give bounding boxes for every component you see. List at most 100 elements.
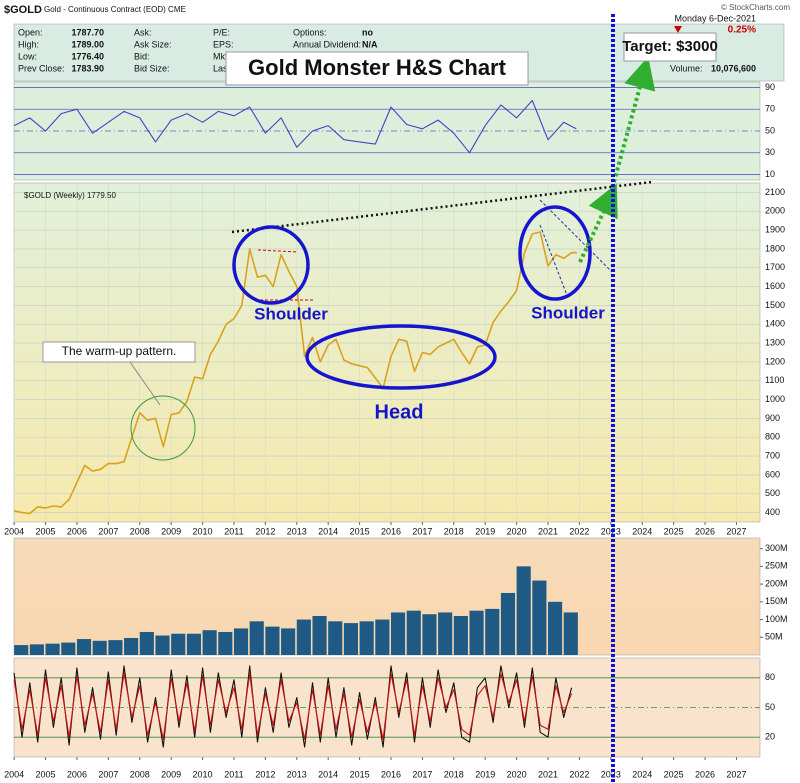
volume-bar bbox=[343, 623, 359, 655]
quote-label: Prev Close: bbox=[18, 63, 65, 73]
volume-bar bbox=[92, 640, 107, 655]
x-tick-label: 2017 bbox=[412, 769, 432, 779]
warmup-circle bbox=[130, 395, 196, 461]
quote-label: Open: bbox=[18, 27, 43, 37]
x-tick-label: 2020 bbox=[507, 769, 527, 779]
x-tick-label: 2009 bbox=[161, 769, 181, 779]
x-tick-label: 2023 bbox=[601, 769, 621, 779]
x-tick-label: 2018 bbox=[444, 769, 464, 779]
quote-label: High: bbox=[18, 39, 39, 49]
y-tick-label: 250M bbox=[765, 561, 788, 571]
series-line bbox=[13, 672, 573, 740]
volume-bar bbox=[249, 621, 264, 655]
x-tick-label: 2016 bbox=[381, 526, 401, 536]
copyright: © StockCharts.com bbox=[721, 3, 790, 12]
volume-bar bbox=[328, 621, 343, 655]
volume-bar bbox=[312, 616, 327, 655]
y-tick-label: 900 bbox=[765, 413, 780, 423]
x-tick-label: 2020 bbox=[507, 526, 527, 536]
y-tick-label: 30 bbox=[765, 147, 775, 157]
y-tick-label: 1900 bbox=[765, 224, 785, 234]
x-tick-label: 2027 bbox=[726, 526, 746, 536]
volume-bar bbox=[296, 619, 311, 655]
y-tick-label: 600 bbox=[765, 469, 780, 479]
shoulder-line bbox=[539, 224, 569, 299]
x-tick-label: 2024 bbox=[632, 769, 652, 779]
volume-bar bbox=[218, 631, 233, 655]
x-tick-label: 2005 bbox=[36, 526, 56, 536]
x-tick-label: 2022 bbox=[569, 526, 589, 536]
shoulder-label: Shoulder bbox=[531, 303, 605, 322]
quote-value: N/A bbox=[362, 39, 378, 49]
y-tick-label: 70 bbox=[765, 104, 775, 114]
target-arrow bbox=[612, 56, 656, 183]
y-tick-label: 1800 bbox=[765, 243, 785, 253]
shoulder-ellipse bbox=[518, 205, 592, 301]
quote-value: no bbox=[362, 27, 373, 37]
note-box bbox=[42, 341, 196, 363]
quote-label: Ask Size: bbox=[134, 39, 172, 49]
series-line bbox=[13, 99, 577, 154]
volume-bar bbox=[469, 610, 484, 655]
y-tick-label: 1000 bbox=[765, 394, 785, 404]
volume-bar bbox=[202, 630, 217, 655]
x-tick-label: 2026 bbox=[695, 769, 715, 779]
x-tick-label: 2025 bbox=[664, 769, 684, 779]
x-tick-label: 2006 bbox=[67, 526, 87, 536]
title-box bbox=[225, 51, 529, 86]
volume-label: Volume: bbox=[670, 63, 703, 73]
y-tick-label: 2100 bbox=[765, 187, 785, 197]
y-tick-label: 800 bbox=[765, 432, 780, 442]
x-tick-label: 2017 bbox=[412, 526, 432, 536]
panel-title: $GOLD (Weekly) 1779.50 bbox=[24, 191, 116, 200]
quote-label: Annual Dividend: bbox=[293, 39, 361, 49]
y-tick-label: 1500 bbox=[765, 300, 785, 310]
x-tick-label: 2015 bbox=[350, 769, 370, 779]
shoulder-label: Shoulder bbox=[254, 304, 328, 323]
volume-bar bbox=[500, 592, 516, 655]
x-tick-label: 2026 bbox=[695, 526, 715, 536]
quote-value: 1783.90 bbox=[71, 63, 104, 73]
x-tick-label: 2012 bbox=[255, 526, 275, 536]
x-tick-label: 2022 bbox=[569, 769, 589, 779]
volume-bar bbox=[281, 628, 296, 655]
quote-label: Las bbox=[213, 63, 228, 73]
x-tick-label: 2013 bbox=[287, 526, 307, 536]
x-tick-label: 2021 bbox=[538, 769, 558, 779]
quote-label: EPS: bbox=[213, 39, 234, 49]
volume-bar bbox=[155, 635, 170, 655]
y-tick-label: 300M bbox=[765, 543, 788, 553]
change: 0.25% bbox=[728, 25, 756, 36]
volume-bar bbox=[375, 619, 390, 655]
down-arrow bbox=[674, 26, 682, 33]
x-tick-label: 2021 bbox=[538, 526, 558, 536]
volume-bar bbox=[61, 642, 76, 655]
volume-value: 10,076,600 bbox=[711, 63, 756, 73]
y-tick-label: 50 bbox=[765, 702, 775, 712]
y-tick-label: 80 bbox=[765, 672, 775, 682]
y-tick-label: 1300 bbox=[765, 337, 785, 347]
volume-bar bbox=[171, 633, 186, 655]
x-tick-label: 2025 bbox=[664, 526, 684, 536]
x-tick-label: 2012 bbox=[255, 769, 275, 779]
volume-bar bbox=[14, 645, 29, 655]
y-tick-label: 50M bbox=[765, 632, 783, 642]
y-tick-label: 1700 bbox=[765, 262, 785, 272]
x-tick-label: 2004 bbox=[4, 526, 24, 536]
chart-title: Gold Monster H&S Chart bbox=[248, 55, 507, 80]
y-tick-label: 400 bbox=[765, 507, 780, 517]
x-tick-label: 2010 bbox=[193, 769, 213, 779]
x-tick-label: 2007 bbox=[98, 769, 118, 779]
head-label: Head bbox=[375, 401, 424, 423]
volume-bar bbox=[359, 621, 374, 655]
quote-label: Low: bbox=[18, 51, 37, 61]
target-box bbox=[623, 32, 717, 62]
y-tick-label: 50 bbox=[765, 125, 775, 135]
volume-bar bbox=[108, 640, 123, 655]
x-tick-label: 2016 bbox=[381, 769, 401, 779]
quote-value: 1787.70 bbox=[71, 27, 104, 37]
symbol: $GOLD bbox=[4, 4, 42, 16]
volume-bar bbox=[516, 566, 531, 655]
x-tick-label: 2008 bbox=[130, 769, 150, 779]
volume-bar bbox=[390, 612, 406, 655]
